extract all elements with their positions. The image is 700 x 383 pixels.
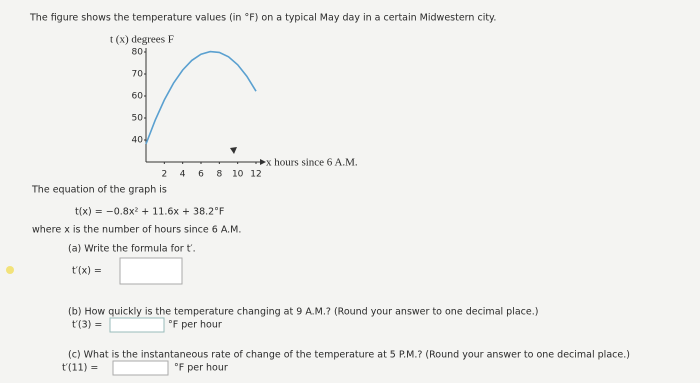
prompt: t′(3) = — [72, 320, 102, 331]
where-text: where x is the number of hours since 6 A… — [32, 225, 241, 236]
equation: t(x) = −0.8x² + 11.6x + 38.2°F — [75, 207, 224, 218]
question: (b) How quickly is the temperature chang… — [68, 307, 538, 318]
x-axis-arrow — [260, 159, 266, 165]
marker-dot — [6, 266, 14, 274]
x-axis-label: x hours since 6 A.M. — [266, 157, 358, 169]
y-tick-label: 70 — [132, 70, 144, 80]
y-tick-label: 40 — [132, 136, 144, 146]
unit: °F per hour — [174, 363, 228, 374]
temperature-curve — [145, 50, 257, 145]
x-tick-label: 8 — [216, 170, 222, 180]
intro: The figure shows the temperature values … — [29, 13, 496, 24]
answer-input[interactable] — [109, 317, 165, 333]
y-tick-label: 60 — [132, 92, 144, 102]
answer-input[interactable] — [112, 360, 169, 376]
unit: °F per hour — [168, 320, 222, 331]
question: (c) What is the instantaneous rate of ch… — [68, 350, 630, 361]
cursor-arrow — [230, 147, 237, 154]
x-tick-label: 2 — [161, 170, 167, 180]
y-tick-label: 50 — [132, 114, 144, 124]
y-axis-label: t (x) degrees F — [110, 34, 174, 46]
x-tick-label: 10 — [232, 170, 244, 180]
x-tick-label: 6 — [198, 170, 204, 180]
x-tick-label: 4 — [180, 170, 186, 180]
prompt: t′(11) = — [62, 363, 98, 374]
prompt: t′(x) = — [72, 266, 102, 277]
equation-intro: The equation of the graph is — [31, 185, 167, 196]
x-tick-label: 12 — [250, 170, 261, 180]
answer-input[interactable] — [119, 257, 183, 285]
question: (a) Write the formula for t′. — [68, 244, 196, 255]
y-tick-label: 80 — [132, 48, 144, 58]
